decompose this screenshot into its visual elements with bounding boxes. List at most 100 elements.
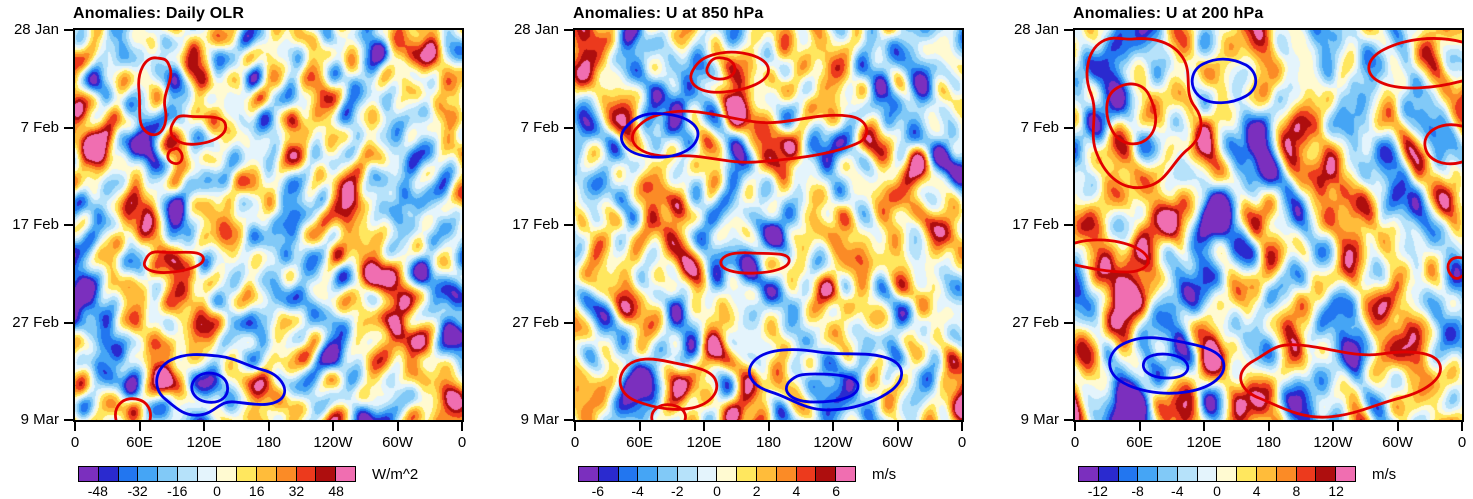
hovmoller-plot [73, 28, 464, 422]
y-axis-tick-label: 27 Feb [1012, 313, 1059, 331]
x-axis-tick [461, 422, 463, 431]
x-axis-tick-label: 0 [1457, 434, 1467, 451]
colorbar-cell [1257, 467, 1277, 481]
x-axis-tick-label: 60W [1382, 434, 1413, 451]
y-axis-tick [1064, 224, 1073, 226]
colorbar-cell [316, 467, 337, 481]
x-axis-tick [396, 422, 399, 431]
x-axis-tick [1396, 422, 1399, 431]
colorbar-tick-label: -48 [87, 483, 108, 499]
colorbar-cell [836, 467, 855, 481]
x-axis-tick-label: 60E [1126, 434, 1153, 451]
x-axis-tick-label: 120W [313, 434, 353, 451]
x-axis-tick [961, 422, 963, 431]
colorbar-tick-label: -8 [1131, 483, 1144, 499]
panel-u200: Anomalies: U at 200 hPa 28 Jan 7 Feb 17 Fe… [1000, 0, 1473, 499]
y-axis-tick [64, 126, 73, 129]
y-axis-tick [564, 224, 573, 226]
colorbar-cell [1118, 467, 1139, 481]
colorbar-cell [197, 467, 218, 481]
x-axis-tick-label: 60W [382, 434, 413, 451]
y-axis-tick [1064, 29, 1073, 31]
y-axis-tick [64, 321, 73, 324]
x-axis-tick-label: 0 [570, 434, 580, 451]
colorbar-cell [237, 467, 258, 481]
colorbar-cell [638, 467, 659, 481]
x-axis-tick-label: 120E [186, 434, 222, 451]
colorbar-cell [79, 467, 99, 481]
colorbar-cell [737, 467, 758, 481]
y-axis-tick-label: 27 Feb [12, 313, 59, 331]
colorbar-cell [697, 467, 718, 481]
colorbar-cell [1217, 467, 1238, 481]
x-axis-tick [138, 422, 141, 431]
y-axis-tick [64, 224, 73, 226]
colorbar-tick-label: -12 [1087, 483, 1108, 499]
x-axis-tick-label: 120E [1186, 434, 1222, 451]
colorbar-tick-label: 4 [1252, 483, 1261, 499]
y-axis-tick [564, 321, 573, 324]
colorbar-tick-label: -32 [127, 483, 148, 499]
y-axis-tick [64, 419, 73, 421]
y-axis-tick-label: 7 Feb [1020, 118, 1059, 136]
colorbar-cell [336, 467, 355, 481]
colorbar-unit-label: m/s [872, 466, 897, 483]
x-axis-tick [267, 422, 270, 431]
x-axis-tick-label: 0 [70, 434, 80, 451]
colorbar-cell [158, 467, 178, 481]
colorbar-cell [717, 467, 738, 481]
colorbar-cell [1237, 467, 1258, 481]
colorbar [1078, 466, 1356, 482]
colorbar-cell [98, 467, 119, 481]
x-axis-tick [1138, 422, 1141, 431]
x-axis-tick [1203, 422, 1205, 431]
colorbar-cell [257, 467, 277, 481]
y-axis-tick [1064, 419, 1073, 421]
colorbar-cell [776, 467, 797, 481]
y-axis-tick-label: 28 Jan [13, 21, 59, 38]
colorbar-cell [276, 467, 297, 481]
colorbar-unit-label: W/m^2 [372, 466, 419, 483]
colorbar-tick-label: 48 [328, 483, 344, 499]
x-axis-tick-label: 180 [255, 434, 282, 451]
colorbar-cell [138, 467, 159, 481]
colorbar-cell [177, 467, 198, 481]
colorbar-tick-label: -4 [1171, 483, 1184, 499]
colorbar-cell [677, 467, 698, 481]
y-axis-tick [1064, 126, 1073, 129]
colorbar-cell [1138, 467, 1159, 481]
colorbar-cell [1276, 467, 1297, 481]
colorbar-tick-label: 16 [248, 483, 265, 499]
y-axis-tick-label: 28 Jan [513, 21, 559, 38]
colorbar-tick-labels: -6 -4 -2 0 2 4 6 [578, 483, 856, 499]
colorbar-cell [598, 467, 619, 481]
hovmoller-plot [1073, 28, 1464, 422]
x-axis-tick-label: 60E [626, 434, 653, 451]
y-axis-tick-label: 7 Feb [520, 118, 559, 136]
x-axis-tick [1332, 422, 1334, 431]
colorbar-cell [1197, 467, 1218, 481]
colorbar-tick-labels: -12 -8 -4 0 4 8 12 [1078, 483, 1356, 499]
x-axis-tick-label: 120E [686, 434, 722, 451]
x-axis-tick [574, 422, 576, 431]
y-axis-tick [564, 126, 573, 129]
axes: 28 Jan 7 Feb 17 Feb 27 Feb 9 Mar 0 60E 120E 180 1… [0, 0, 500, 498]
y-axis-tick-label: 9 Mar [20, 411, 59, 428]
colorbar-cell [1098, 467, 1119, 481]
panel-title: Anomalies: U at 850 hPa [573, 5, 764, 22]
panel-daily-olr: Anomalies: Daily OLR 28 Jan 7 Feb 17 Feb 27… [0, 0, 500, 499]
colorbar-tick-labels: -48 -32 -16 0 16 32 48 [78, 483, 356, 499]
colorbar-tick-label: -16 [167, 483, 188, 499]
colorbar-cell [796, 467, 817, 481]
colorbar-tick-label: -4 [631, 483, 644, 499]
colorbar-cell [296, 467, 317, 481]
colorbar-cell [118, 467, 139, 481]
y-axis-tick [64, 29, 73, 31]
y-axis-tick-label: 9 Mar [520, 411, 559, 428]
x-axis-tick [896, 422, 899, 431]
x-axis-tick-label: 0 [457, 434, 467, 451]
y-axis-tick-label: 17 Feb [12, 216, 59, 233]
axes: 28 Jan 7 Feb 17 Feb 27 Feb 9 Mar 0 60E 120E 180 1… [1000, 0, 1473, 498]
colorbar [578, 466, 856, 482]
x-axis-tick-label: 0 [1070, 434, 1080, 451]
